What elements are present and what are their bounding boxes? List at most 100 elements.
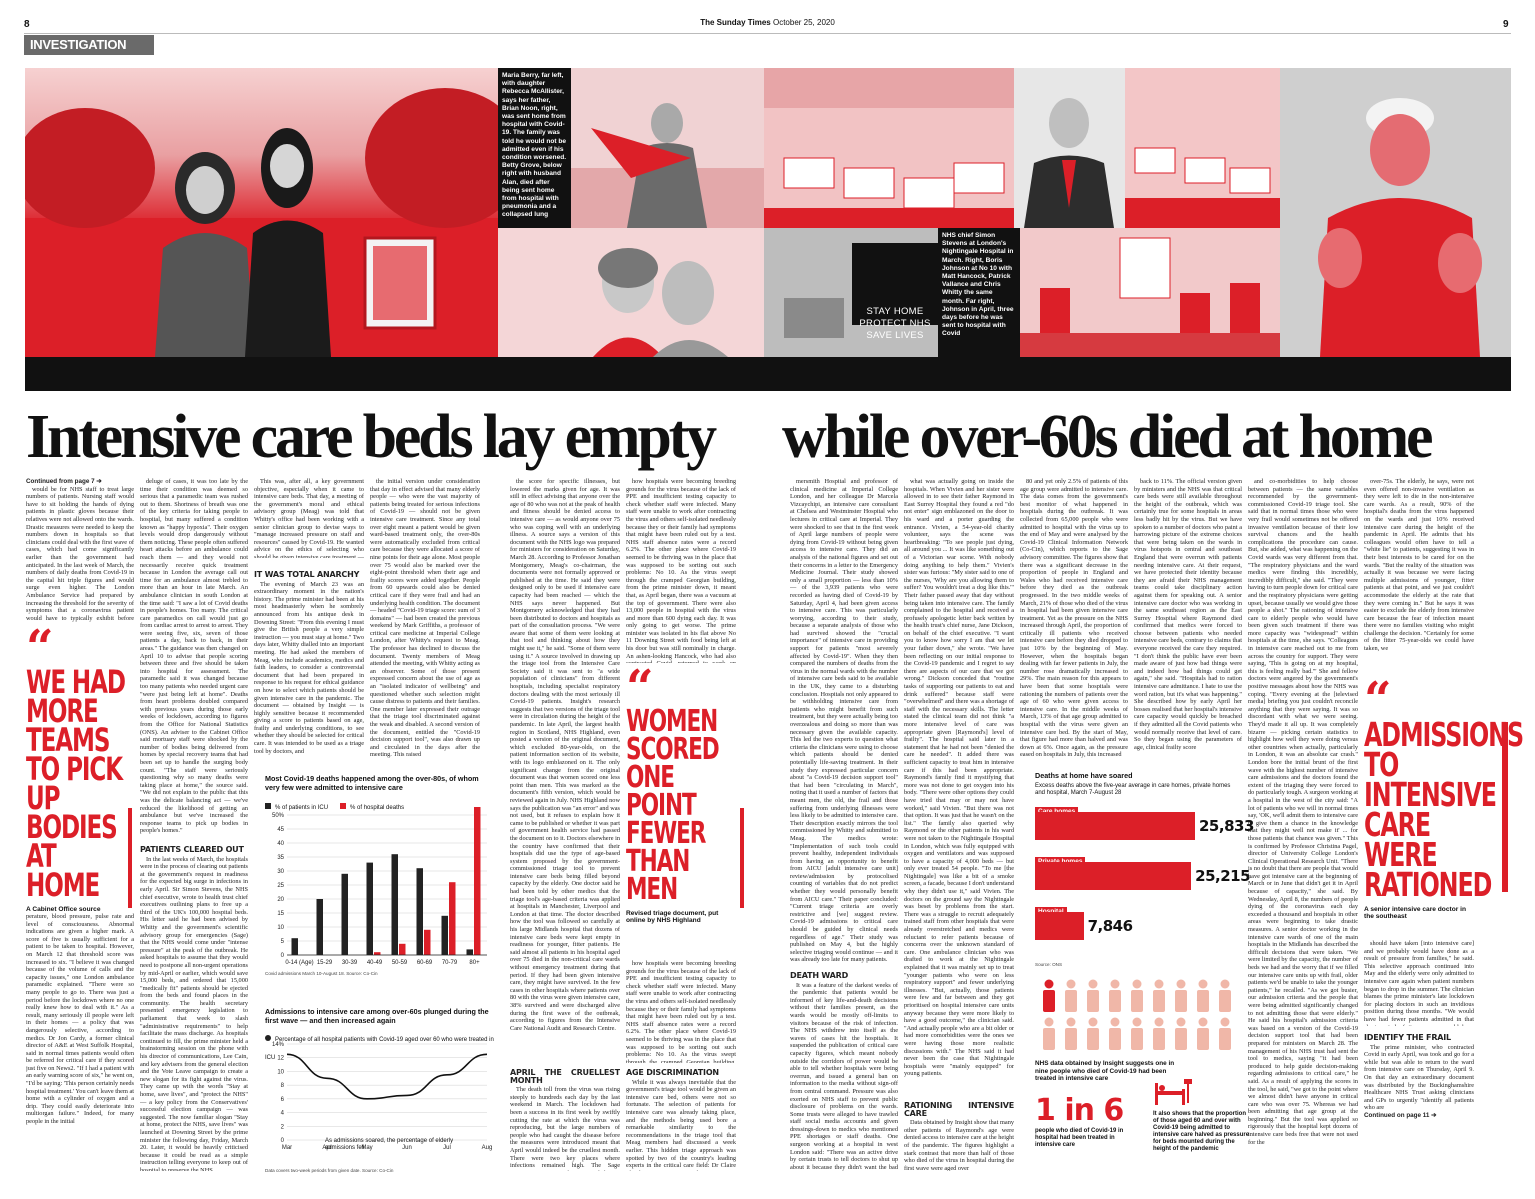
person-icon-head — [1154, 1017, 1164, 1027]
legend-line-swatch — [265, 1035, 271, 1042]
bar-deaths — [374, 952, 381, 955]
person-icon-head — [1110, 1017, 1120, 1027]
y-tick-label: 20 — [277, 897, 284, 903]
column-12: over-75s. The elderly, he says, were not… — [1364, 478, 1474, 674]
chart1-source: Covid admissions March 10-August 18. Sou… — [265, 971, 378, 976]
person-icon-body — [1109, 990, 1121, 1012]
person-icon-head — [1176, 1017, 1186, 1027]
person-icon-head — [1044, 1017, 1054, 1027]
body-text-5b: The death toll from the virus was rising… — [510, 1086, 620, 1171]
pullquote-3-source: A senior intensive care doctor in the so… — [1364, 906, 1466, 920]
top-rule — [24, 33, 1511, 34]
body-text-12b: should have taken [into intensive care] … — [1364, 940, 1474, 1026]
body-text-7b: It was a feature of the darkest weeks of… — [790, 981, 898, 1171]
chart1-legend: % of patients in ICU % of hospital death… — [265, 796, 495, 814]
chart3-row: Care homes 25,833 — [1035, 800, 1255, 848]
x-tick-label: 60-69 — [417, 960, 433, 966]
person-icon-head — [1066, 1017, 1076, 1027]
x-tick-label: 30-39 — [342, 960, 358, 966]
paper-name: The Sunday Times — [700, 18, 771, 27]
grove-couple-photo — [498, 228, 764, 357]
y-tick-label: 5 — [281, 939, 285, 945]
column-7: mersmith Hospital and professor of clini… — [790, 478, 898, 964]
person-icon-head — [1132, 1017, 1142, 1027]
infographic-text1: NHS data obtained by Insight suggests on… — [1035, 1060, 1175, 1083]
subhead-death-ward: DEATH WARD — [790, 971, 849, 980]
pullquote-2-bar — [740, 808, 744, 908]
body-text-3: This was, after all, a key government ob… — [254, 478, 364, 558]
stevens-illustration — [1024, 98, 1114, 228]
chart3-row: Private homes 25,215 — [1035, 850, 1255, 898]
subhead-total-anarchy: IT WAS TOTAL ANARCHY — [254, 570, 360, 579]
column-7b: DEATH WARD It was a feature of the darke… — [790, 966, 898, 1171]
subhead-identify-frail: IDENTIFY THE FRAIL — [1364, 1033, 1451, 1042]
chart2-legend: Percentage of all hospital patients with… — [265, 1028, 495, 1064]
bed-icon — [1155, 1079, 1192, 1105]
pullquote-2-text: Women scored one point fewer than men — [626, 704, 720, 907]
person-icon-body — [1087, 990, 1099, 1012]
bar-deaths — [474, 807, 481, 955]
y-tick-label: 40 — [277, 841, 284, 847]
bar-icu — [466, 949, 473, 955]
column-4: the initial version under consideration … — [370, 478, 480, 770]
chart1-title: Most Covid-19 deaths happened among the … — [265, 774, 479, 792]
person-icon-head — [1088, 979, 1098, 989]
person-icon-body — [1109, 1028, 1121, 1050]
bar-icu — [291, 938, 298, 955]
chart2-plot: 0 2 4 6 8 10 12 14% Mar Apr May Jun Jul Aug — [272, 1042, 492, 1151]
page-number-right: 9 — [1503, 19, 1509, 30]
bar-deaths — [449, 882, 456, 955]
person-icon-head — [1198, 1017, 1208, 1027]
pullquote-3-text: Admissions to intensive care were ration… — [1364, 715, 1524, 904]
column-6c: AGE DISCRIMINATION While it was always i… — [626, 1063, 736, 1171]
person-icon-body — [1175, 990, 1187, 1012]
person-icon-body — [1197, 1028, 1209, 1050]
body-text-12: over-75s. The elderly, he says, were not… — [1364, 478, 1474, 653]
body-text-7: mersmith Hospital and professor of clini… — [790, 478, 898, 964]
chart3-bar — [1035, 812, 1195, 840]
one-in-six-block: 1 in 6 people who died of Covid-19 in ho… — [1035, 1093, 1145, 1149]
brian-noon-illustration — [571, 103, 764, 228]
chart1-plot: 0 5 10 15 20 25 30 35 40 45 50% 0-14 (Age) 15-29 30-3… — [272, 807, 487, 966]
body-text-3b: The evening of March 23 was an extraordi… — [254, 580, 364, 755]
caption-berry: Maria Berry, far left, with daughter Reb… — [498, 68, 571, 228]
column-2b: PATIENTS CLEARED OUT In the last weeks o… — [140, 840, 248, 1171]
person-icon-body — [1043, 990, 1055, 1012]
x-tick-label: 80+ — [469, 960, 480, 966]
column-10: back to 11%. The official version given … — [1134, 478, 1242, 768]
y-tick-label: 30 — [277, 869, 284, 875]
x-tick-label: 70-79 — [442, 960, 458, 966]
chart3-plot: Care homes 25,833 Private homes 25,215 Hospi… — [1035, 800, 1255, 950]
person-icon-body — [1065, 1028, 1077, 1050]
person-icon-head — [1044, 979, 1054, 989]
column-8: what was actually going on inside the ho… — [904, 478, 1014, 1093]
quote-mark-icon-2: “ — [626, 660, 654, 716]
legend-deaths: % of hospital deaths — [350, 805, 405, 812]
y-tick-label: 14% — [272, 1042, 285, 1048]
bar-icu — [441, 915, 448, 955]
y-tick-label: 10 — [277, 925, 284, 931]
road-sign-photo — [764, 228, 938, 357]
ward-photo — [1125, 68, 1280, 228]
column-5b: APRIL THE CRUELLEST MONTH The death toll… — [510, 1063, 620, 1171]
x-tick-label: Apr — [322, 1145, 331, 1151]
x-tick-label: 40-49 — [367, 960, 383, 966]
ward-illustration — [1125, 147, 1280, 228]
pullquote-1: “ We had more teams to pick up bodies at… — [26, 624, 134, 913]
column-6: how hospitals were becoming breeding gro… — [626, 478, 736, 663]
grove-couple-illustration — [593, 248, 728, 357]
y-tick-label: 15 — [277, 911, 284, 917]
x-tick-label: 0-14 (Age) — [285, 960, 313, 966]
pullquote-2: “ Women scored one point fewer than men … — [626, 660, 746, 924]
infographic-text3: It also shows that the proportion of tho… — [1153, 1111, 1250, 1152]
y-tick-label: 0 — [281, 1138, 285, 1144]
bar-icu — [366, 862, 373, 955]
chart2-annotation: As admissions soared, the percentage of … — [325, 1138, 454, 1151]
y-tick-label: 8 — [281, 1083, 285, 1089]
person-icon-head — [1220, 1017, 1230, 1027]
stevens-photo — [1014, 68, 1125, 228]
photo-band: Maria Berry, far left, with daughter Reb… — [25, 68, 1511, 391]
person-icon-body — [1219, 1028, 1231, 1050]
body-text-4: the initial version under consideration … — [370, 478, 480, 759]
column-3b: IT WAS TOTAL ANARCHY The evening of Marc… — [254, 565, 364, 770]
